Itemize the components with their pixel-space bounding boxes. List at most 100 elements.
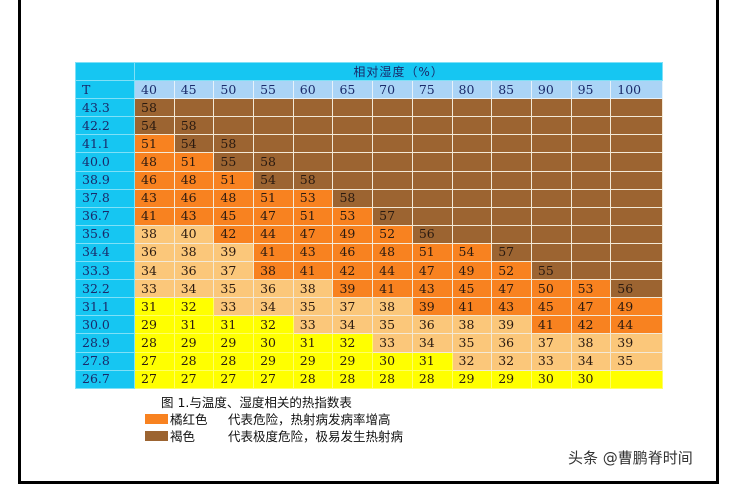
heat-index-cell: 33	[134, 279, 175, 299]
heat-index-cell	[491, 116, 532, 136]
heat-index-cell: 39	[610, 333, 664, 353]
heat-index-cell: 41	[451, 297, 493, 317]
table-row: 42.2 54 58	[75, 116, 664, 136]
heat-index-cell	[610, 242, 664, 263]
temperature-row-header: 32.2	[75, 279, 135, 299]
heat-index-cell: 27	[134, 351, 175, 371]
heat-index-cell: 27	[134, 369, 175, 389]
heat-index-cell: 27	[173, 369, 215, 389]
heat-index-cell: 58	[213, 134, 255, 154]
humidity-axis-label: 相对湿度（%）	[133, 61, 664, 82]
heat-index-cell	[610, 369, 664, 389]
humidity-column-header: 50	[213, 80, 255, 100]
watermark: 头条 @曹鹏脊时间	[568, 449, 693, 467]
heat-index-cell: 28	[213, 351, 255, 371]
heat-index-cell: 31	[213, 315, 255, 335]
heat-index-cell: 54	[253, 170, 294, 190]
heat-index-cell: 53	[332, 206, 374, 226]
heat-index-cell	[411, 170, 453, 190]
temperature-row-header: 40.0	[75, 152, 135, 172]
heat-index-cell: 35	[610, 351, 664, 371]
heat-index-cell	[332, 152, 374, 172]
heat-index-cell: 47	[491, 279, 532, 299]
heat-index-cell	[610, 188, 664, 208]
heat-index-cell: 32	[332, 333, 374, 353]
humidity-column-header: 85	[491, 80, 532, 100]
heat-index-cell: 43	[134, 188, 175, 208]
humidity-column-header: 45	[173, 80, 215, 100]
heat-index-cell: 48	[173, 170, 215, 190]
heat-index-cell	[570, 152, 612, 172]
table-row: 38.9 46 48 51 54 58	[75, 170, 664, 190]
heat-index-cell: 45	[451, 279, 493, 299]
heat-index-cell	[292, 134, 334, 154]
heat-index-cell: 44	[372, 261, 413, 281]
heat-index-cell	[372, 98, 413, 118]
heat-index-cell	[530, 152, 572, 172]
heat-index-cell: 32	[173, 297, 215, 317]
heat-index-cell: 58	[332, 188, 374, 208]
heat-index-cell: 32	[451, 351, 493, 371]
heat-index-cell	[411, 134, 453, 154]
table-row: 41.1 51 54 58	[75, 134, 664, 154]
humidity-column-header: 60	[292, 80, 334, 100]
heat-index-cell: 43	[173, 206, 215, 226]
heat-index-cell: 29	[332, 351, 374, 371]
heat-index-cell: 38	[570, 333, 612, 353]
heat-index-cell: 34	[332, 315, 374, 335]
heat-index-cell: 37	[530, 333, 572, 353]
heat-index-cell	[411, 98, 453, 118]
heat-index-cell: 39	[332, 279, 374, 299]
humidity-column-header: 80	[451, 80, 493, 100]
table-row: 37.8 43 46 48 51 53 58	[75, 188, 664, 208]
heat-index-cell: 47	[253, 206, 294, 226]
heat-index-cell: 54	[451, 242, 493, 263]
heat-index-cell: 55	[530, 261, 572, 281]
heat-index-cell: 34	[253, 297, 294, 317]
heat-index-cell: 28	[292, 369, 334, 389]
heat-index-cell: 35	[372, 315, 413, 335]
legend-item-brown: 褐色 代表极度危险，极易发生热射病	[145, 426, 403, 445]
heat-index-cell: 56	[610, 279, 664, 299]
table-row: 35.6 38 40 42 44 47 49 52 56	[75, 224, 664, 244]
heat-index-cell	[570, 242, 612, 263]
heat-index-table: 相对湿度（%） T 40 45 50 55 60 65 70 75 80 85 90 95 100 43…	[75, 61, 664, 389]
heat-index-cell: 41	[134, 206, 175, 226]
corner-blank	[75, 61, 135, 82]
heat-index-cell: 50	[530, 279, 572, 299]
brown-swatch	[145, 430, 168, 441]
heat-index-cell: 48	[134, 152, 175, 172]
legend-desc: 代表危险，热射病发病率增高	[228, 412, 391, 427]
heat-index-cell	[530, 170, 572, 190]
heat-index-cell: 41	[372, 279, 413, 299]
humidity-column-header: 55	[253, 80, 294, 100]
legend-item-orange: 橘红色 代表危险，热射病发病率增高	[145, 409, 391, 428]
legend-desc: 代表极度危险，极易发生热射病	[228, 429, 404, 444]
heat-index-cell	[530, 134, 572, 154]
table-row: 34.4 36 38 39 41 43 46 48 51 54 57	[75, 242, 664, 263]
heat-index-cell	[610, 224, 664, 244]
heat-index-cell	[570, 224, 612, 244]
heat-index-cell	[530, 98, 572, 118]
heat-index-cell	[610, 261, 664, 281]
humidity-header-row: 相对湿度（%）	[75, 61, 664, 82]
heat-index-cell: 38	[253, 261, 294, 281]
heat-index-cell: 29	[292, 351, 334, 371]
heat-index-cell: 51	[253, 188, 294, 208]
heat-index-cell	[570, 188, 612, 208]
heat-index-cell: 38	[372, 297, 413, 317]
humidity-column-header: 90	[530, 80, 572, 100]
heat-index-cell: 56	[411, 224, 453, 244]
heat-index-cell: 54	[134, 116, 175, 136]
heat-index-cell: 55	[213, 152, 255, 172]
figure-caption: 图 1.与温度、湿度相关的热指数表	[161, 395, 352, 410]
heat-index-cell: 39	[213, 242, 255, 263]
heat-index-cell: 42	[332, 261, 374, 281]
heat-index-cell: 51	[173, 152, 215, 172]
heat-index-cell: 51	[213, 170, 255, 190]
table-row: 32.2 33 34 35 36 38 39 41 43 45 47 50 53 56	[75, 279, 664, 299]
heat-index-cell: 36	[411, 315, 453, 335]
humidity-column-header: 75	[411, 80, 453, 100]
heat-index-cell	[253, 98, 294, 118]
heat-index-cell: 58	[253, 152, 294, 172]
